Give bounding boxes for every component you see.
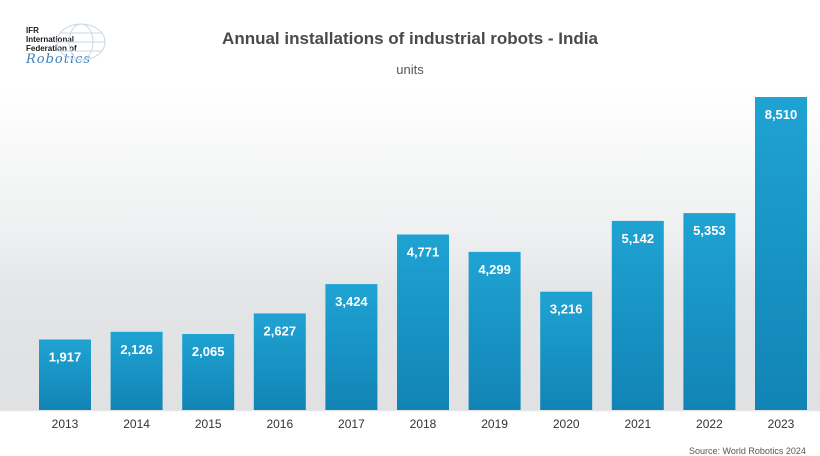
x-tick-2015: 2015 [195,417,222,431]
value-label-2023: 8,510 [765,107,798,122]
bar-2021 [611,220,664,410]
bar-2016 [253,313,306,410]
x-tick-2017: 2017 [338,417,365,431]
x-tick-2022: 2022 [696,417,723,431]
x-tick-2019: 2019 [481,417,508,431]
logo-federation-text: Federation of [26,44,77,53]
value-label-2017: 3,424 [335,294,368,309]
bar-2013 [39,339,91,410]
value-label-2016: 2,627 [264,323,297,338]
x-tick-2020: 2020 [553,417,580,431]
value-label-2013: 1,917 [49,350,82,365]
chart-title: Annual installations of industrial robot… [222,29,598,48]
x-axis-tick-labels: 2013 2014 2015 2016 2017 2018 2019 2020 2021 2022… [52,417,795,431]
x-tick-2013: 2013 [52,417,79,431]
ifr-logo: IFR International Federation of Robotics [26,23,106,76]
bars-group [39,97,807,410]
bar-2023 [755,97,807,410]
x-tick-2021: 2021 [624,417,651,431]
value-label-2014: 2,126 [120,342,153,357]
x-tick-2018: 2018 [410,417,437,431]
bar-2018 [397,234,449,410]
bar-2017 [325,284,378,410]
value-label-2015: 2,065 [192,344,225,359]
value-label-2018: 4,771 [407,245,440,260]
value-label-2020: 3,216 [550,302,583,317]
bar-2015 [182,334,235,410]
chart-subtitle-units: units [396,62,424,77]
bar-2014 [110,331,163,410]
x-tick-2016: 2016 [266,417,293,431]
globe-icon [56,23,106,61]
bar-2020 [540,291,593,410]
logo-ifr-text: IFR [26,26,39,35]
bar-2019 [468,251,521,410]
value-label-2019: 4,299 [478,262,511,277]
x-tick-2014: 2014 [123,417,150,431]
value-label-2022: 5,353 [693,223,726,238]
logo-international-text: International [26,35,75,44]
bar-2022 [683,213,736,410]
value-labels-group: 1,917 2,126 2,065 2,627 3,424 4,771 4,299 3,216… [49,107,798,365]
x-tick-2023: 2023 [768,417,795,431]
source-note: Source: World Robotics 2024 [689,446,806,456]
value-label-2021: 5,142 [622,231,655,246]
